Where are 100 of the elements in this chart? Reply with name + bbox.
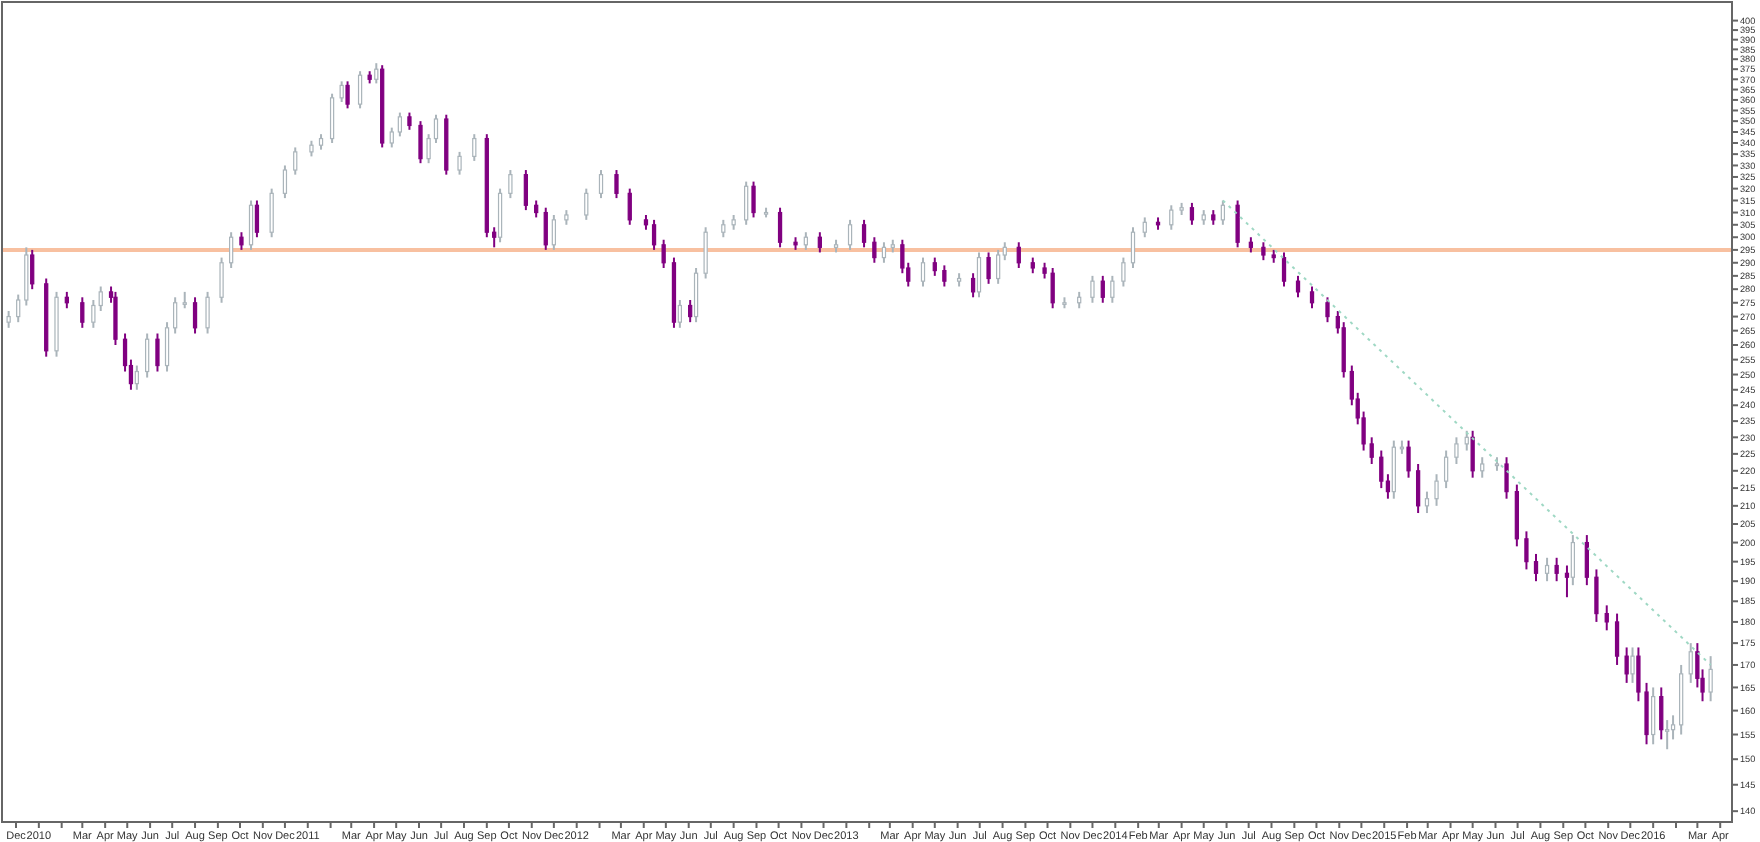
candlestick (145, 332, 150, 379)
candlestick (744, 180, 749, 226)
candlestick (688, 299, 693, 324)
candlestick (847, 218, 853, 251)
candlestick (932, 256, 937, 277)
candlestick (942, 264, 947, 288)
candlestick (1524, 530, 1529, 571)
candlestick (986, 251, 991, 285)
candlestick (91, 299, 96, 329)
candlestick (1050, 266, 1055, 310)
candlestick (1406, 439, 1411, 479)
candlestick (751, 180, 756, 219)
candlestick (584, 187, 589, 221)
candlestick (192, 296, 198, 335)
candlestick (1424, 490, 1430, 515)
candlestick (1688, 642, 1693, 684)
candlestick (397, 111, 403, 138)
candlestick (1379, 449, 1384, 490)
candlestick (817, 231, 822, 254)
candlestick (1454, 436, 1459, 465)
candlestick (254, 199, 260, 239)
candlestick (155, 332, 160, 373)
candlestick (1309, 285, 1315, 310)
candlestick (205, 290, 210, 335)
candlestick (1533, 552, 1539, 583)
candlestick (1295, 274, 1301, 299)
candlestick (661, 238, 666, 269)
candlestick (1624, 646, 1629, 684)
candlestick (293, 146, 298, 176)
candlestick (269, 187, 274, 239)
candlestick (497, 187, 503, 244)
candlestick (523, 169, 529, 212)
candlestick (1090, 274, 1095, 304)
candlestick (1594, 568, 1599, 623)
candlestick (651, 218, 657, 251)
candlestick (1614, 612, 1620, 666)
candlestick (1189, 201, 1195, 226)
candlestick (345, 80, 350, 110)
candlestick (1665, 719, 1670, 751)
candlestick (1110, 274, 1115, 304)
candlestick (920, 256, 926, 288)
candlestick (598, 169, 604, 200)
candlestick (1514, 483, 1519, 548)
candlestick (627, 187, 632, 226)
candlestick (389, 126, 394, 149)
candlestick (1504, 456, 1509, 500)
candlestick (1651, 686, 1656, 746)
candlestick (614, 169, 619, 200)
candlestick (1220, 199, 1226, 226)
candlestick (1100, 274, 1105, 304)
candlestick (976, 251, 982, 299)
candlestick (1570, 534, 1575, 587)
candlestick (1142, 216, 1147, 239)
candlestick (1281, 251, 1287, 288)
candlestick (1016, 241, 1021, 269)
candlestick (113, 290, 118, 346)
candlestick (1235, 199, 1240, 249)
candlestick (777, 206, 783, 249)
candlestick (1369, 436, 1374, 465)
candlestick (219, 256, 224, 304)
candlestick (374, 62, 379, 85)
candlestick (24, 246, 29, 307)
candlestick (970, 272, 976, 299)
candlestick (1169, 204, 1174, 231)
candlestick (996, 248, 1001, 285)
candlestick (1480, 456, 1485, 479)
candlestick (1121, 256, 1126, 288)
candlestick (134, 364, 139, 391)
candlestick (1415, 462, 1421, 515)
candlestick (248, 199, 254, 251)
candlestick (1630, 646, 1635, 684)
candlestick (329, 92, 335, 144)
candlestick (164, 321, 170, 373)
candlestick (872, 236, 877, 264)
candlestick (1659, 686, 1664, 741)
candlestick (418, 120, 423, 165)
candlestick (1443, 449, 1449, 490)
candlestick (881, 241, 887, 264)
candlestick (173, 296, 178, 335)
candlestick (1708, 655, 1713, 703)
candlestick (16, 293, 21, 324)
candlestick (1325, 296, 1330, 324)
candlestick (1391, 439, 1396, 500)
candlestick (457, 150, 462, 176)
candlestick (1554, 556, 1559, 583)
candlestick (80, 296, 85, 329)
candlestick (472, 133, 477, 162)
candlestick (1604, 604, 1609, 632)
candlestick (30, 248, 35, 291)
candlestick (861, 218, 867, 249)
candlestick (1544, 556, 1550, 583)
candlestick (1670, 714, 1676, 741)
candlestick (508, 169, 513, 200)
candlestick (229, 231, 234, 269)
candlestick (1130, 226, 1136, 269)
candlestick (357, 70, 363, 110)
candlestick (1464, 429, 1469, 452)
candlestick (543, 206, 548, 251)
candlestick (703, 226, 708, 280)
candlestick (339, 80, 344, 104)
